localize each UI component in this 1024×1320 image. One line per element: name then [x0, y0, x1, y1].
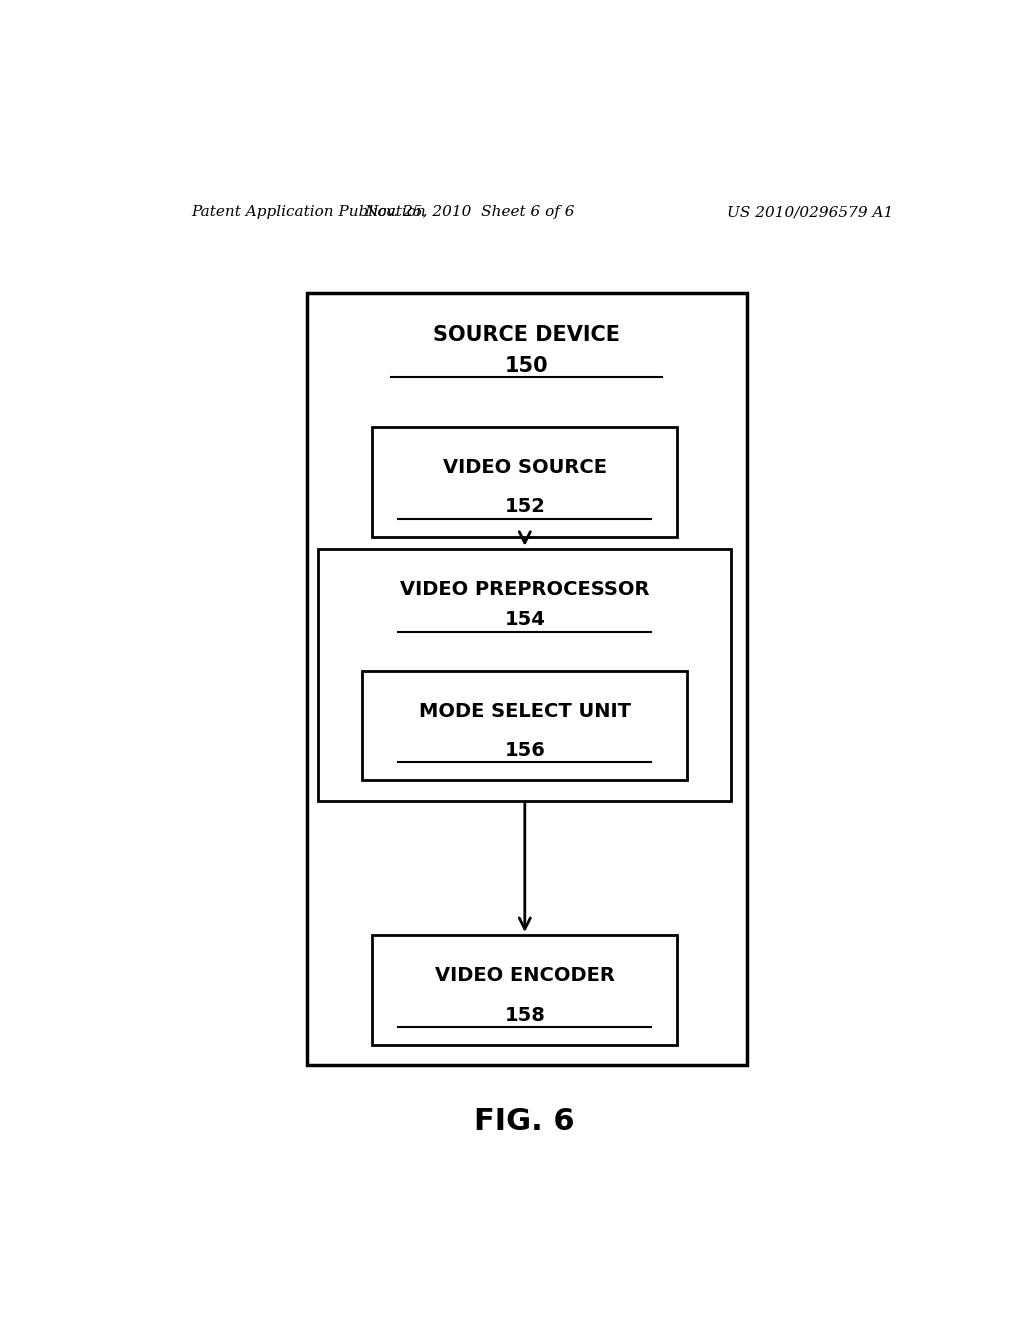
Text: SOURCE DEVICE: SOURCE DEVICE [433, 325, 621, 346]
Text: Nov. 25, 2010  Sheet 6 of 6: Nov. 25, 2010 Sheet 6 of 6 [364, 206, 574, 219]
Text: VIDEO PREPROCESSOR: VIDEO PREPROCESSOR [400, 579, 649, 599]
Text: MODE SELECT UNIT: MODE SELECT UNIT [419, 702, 631, 721]
Text: FIG. 6: FIG. 6 [474, 1107, 575, 1137]
Bar [373, 426, 677, 536]
Text: 156: 156 [505, 742, 545, 760]
Bar [362, 671, 687, 780]
Text: 158: 158 [505, 1006, 545, 1024]
Text: VIDEO ENCODER: VIDEO ENCODER [435, 966, 614, 985]
Text: 150: 150 [505, 356, 549, 376]
Text: 154: 154 [505, 610, 545, 630]
Bar [373, 935, 677, 1044]
Bar [306, 293, 748, 1065]
Text: US 2010/0296579 A1: US 2010/0296579 A1 [727, 206, 894, 219]
Bar [318, 549, 731, 801]
Text: VIDEO SOURCE: VIDEO SOURCE [442, 458, 607, 477]
Text: Patent Application Publication: Patent Application Publication [191, 206, 426, 219]
Text: 152: 152 [505, 498, 545, 516]
